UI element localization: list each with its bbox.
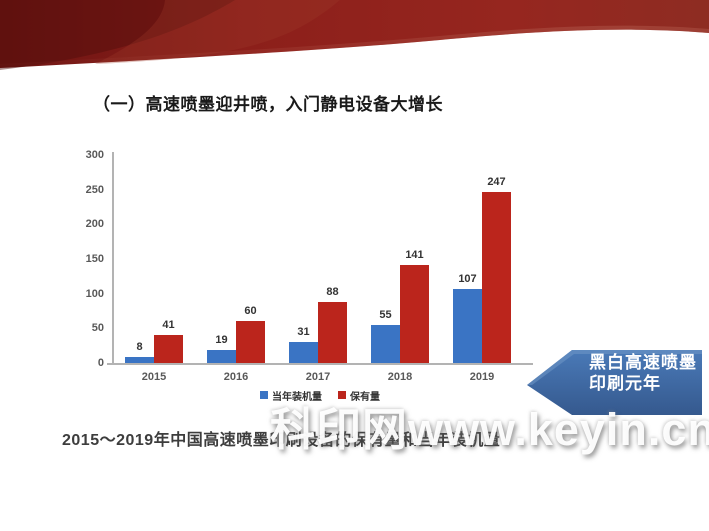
bar-value-label: 60 bbox=[244, 305, 257, 317]
bar-value-label: 8 bbox=[136, 341, 143, 353]
callout-line2: 印刷元年 bbox=[589, 374, 661, 393]
bar-value-label: 88 bbox=[326, 286, 339, 298]
x-axis-line bbox=[107, 363, 533, 365]
ribbon-main-shape bbox=[0, 0, 709, 68]
bar-保有量-2015 bbox=[154, 335, 183, 363]
legend-swatch bbox=[338, 391, 346, 399]
bar-value-label: 141 bbox=[405, 249, 424, 261]
callout-line1: 黑白高速喷墨 bbox=[589, 353, 697, 372]
bar-value-label: 55 bbox=[379, 309, 392, 321]
callout-arrow-shape bbox=[527, 350, 702, 415]
y-axis-tick-label: 300 bbox=[85, 149, 104, 161]
bar-当年装机量-2018 bbox=[371, 325, 400, 363]
chart-legend: 当年装机量 保有量 bbox=[107, 388, 533, 403]
callout-arrow bbox=[527, 350, 702, 415]
bar-当年装机量-2019 bbox=[453, 289, 482, 363]
legend-label: 当年装机量 bbox=[272, 391, 322, 403]
legend-swatch bbox=[260, 391, 268, 399]
x-axis-category-label: 2016 bbox=[223, 371, 249, 383]
bar-当年装机量-2017 bbox=[289, 342, 318, 363]
y-axis-tick-label: 150 bbox=[85, 253, 104, 265]
slide-title: （一）高速喷墨迎井喷，入门静电设备大增长 bbox=[93, 95, 443, 114]
bar-value-label: 247 bbox=[487, 176, 506, 188]
header-ribbon bbox=[0, 0, 709, 70]
bar-当年装机量-2015 bbox=[125, 357, 154, 363]
bar-保有量-2018 bbox=[400, 265, 429, 363]
x-axis-category-label: 2019 bbox=[469, 371, 495, 383]
ribbon-dark-corner bbox=[0, 0, 235, 70]
y-axis-tick-label: 250 bbox=[85, 183, 104, 196]
callout-text: 黑白高速喷墨 印刷元年 bbox=[589, 352, 709, 394]
y-axis-tick-label: 100 bbox=[85, 287, 104, 300]
callout-arrow-bevel bbox=[527, 350, 702, 385]
bar-value-label: 19 bbox=[215, 334, 228, 346]
x-axis-category-label: 2017 bbox=[305, 371, 331, 383]
legend-item: 当年装机量 bbox=[260, 388, 322, 403]
x-axis-category-label: 2018 bbox=[387, 371, 413, 383]
ribbon-highlight bbox=[95, 0, 340, 64]
y-axis-tick-label: 0 bbox=[97, 357, 104, 369]
x-axis-category-label: 2015 bbox=[141, 371, 167, 383]
watermark: 科印网www.keyin.cn bbox=[270, 404, 709, 455]
ribbon-bottom-edge bbox=[0, 25, 709, 68]
y-axis-tick-label: 50 bbox=[91, 322, 104, 335]
bar-保有量-2019 bbox=[482, 192, 511, 363]
chart-caption: 2015～2019年中国高速喷墨印刷设备的保有量和当年装机量 bbox=[62, 432, 501, 449]
bar-value-label: 41 bbox=[162, 319, 175, 331]
bar-保有量-2017 bbox=[318, 302, 347, 363]
y-axis-tick-label: 200 bbox=[85, 218, 104, 231]
bar-value-label: 107 bbox=[458, 273, 477, 285]
y-axis-line bbox=[112, 152, 114, 364]
legend-label: 保有量 bbox=[350, 391, 380, 403]
bar-value-label: 31 bbox=[297, 326, 310, 338]
legend-item: 保有量 bbox=[338, 388, 380, 403]
bar-保有量-2016 bbox=[236, 321, 265, 363]
bar-当年装机量-2016 bbox=[207, 350, 236, 363]
